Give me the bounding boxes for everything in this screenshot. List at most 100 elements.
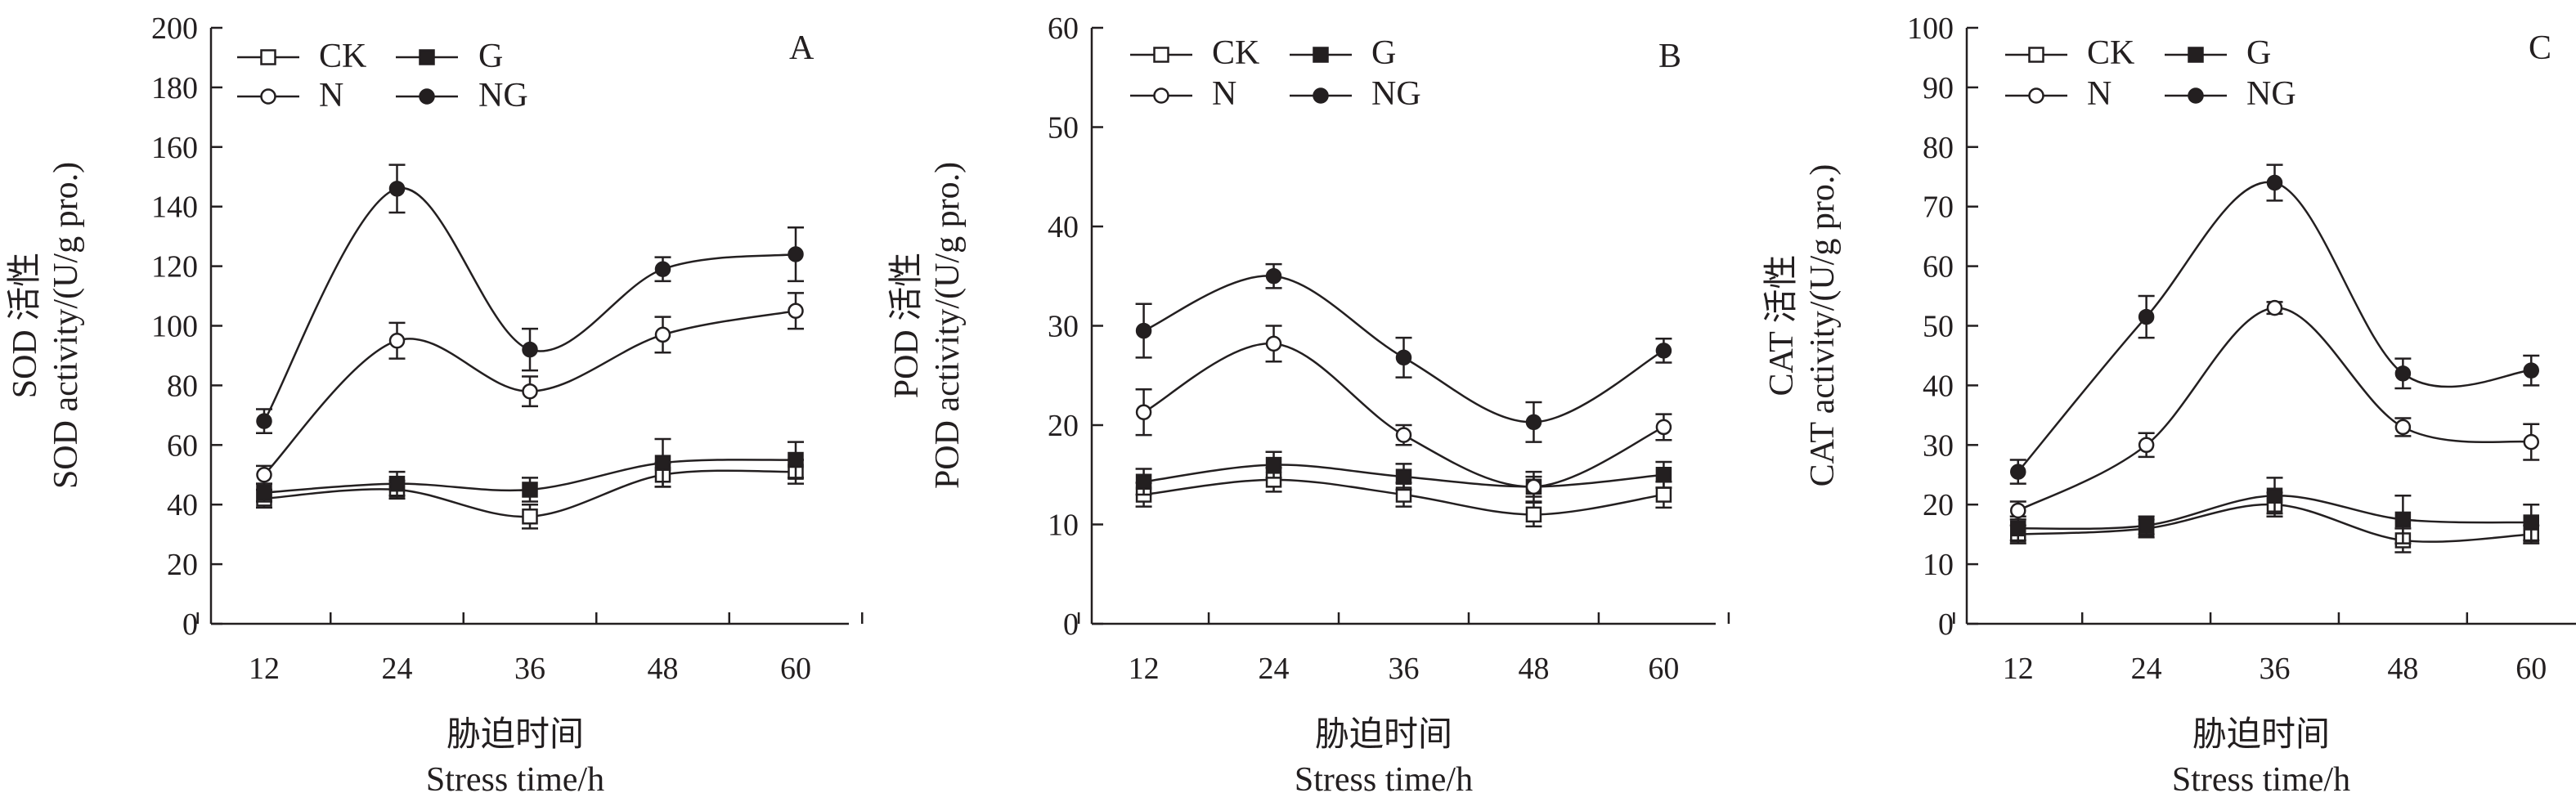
data-point-g	[1395, 463, 1412, 491]
panel-a-axes: 0 20 40 60 80 100 120 140 160 180 200 12 24 36 48 60	[151, 11, 864, 686]
panel-c-cat: 0 10 20 30 40 50 60 70 80 90 100 12 24 36 48 60 CK G N …	[1763, 11, 2576, 799]
y-tick-label: 30	[1048, 310, 1079, 344]
y-tick-label: 0	[1938, 607, 1954, 642]
marker-g	[1265, 456, 1282, 473]
legend-sample-g	[2165, 47, 2227, 63]
data-point-n	[2009, 500, 2026, 521]
marker-ng	[654, 261, 671, 277]
panel-b-legend: CK G N NG	[1130, 34, 1421, 113]
marker-n	[1135, 404, 1152, 420]
marker-g	[388, 475, 406, 492]
data-point-ng	[1525, 401, 1542, 443]
panel-c-x-title-zh: 胁迫时间	[2192, 716, 2330, 754]
x-tick-label: 36	[2260, 652, 2291, 686]
x-tick-label: 12	[249, 652, 280, 686]
panel-b-x-title-en: Stress time/h	[1295, 761, 1473, 799]
data-point-ng	[388, 164, 406, 214]
x-tick-label: 36	[1389, 652, 1420, 686]
y-tick-label: 200	[151, 11, 198, 46]
legend-marker-ck	[1153, 47, 1169, 63]
legend-marker-ng	[1313, 87, 1329, 104]
marker-ck	[1525, 506, 1542, 523]
marker-ck	[522, 509, 538, 525]
panel-c-letter: C	[2529, 29, 2551, 67]
y-tick-label: 40	[167, 488, 198, 522]
marker-ng	[2523, 362, 2539, 379]
data-point-ng	[788, 226, 804, 283]
x-tick-label: 48	[648, 652, 679, 686]
data-point-n	[788, 292, 804, 330]
marker-ck	[1655, 486, 1672, 503]
y-tick-label: 0	[1063, 607, 1079, 642]
data-point-ng	[654, 256, 671, 283]
data-point-g	[388, 470, 406, 497]
data-point-ck	[1265, 466, 1282, 493]
data-point-ng	[1655, 338, 1672, 364]
marker-ng	[1655, 343, 1672, 359]
marker-n	[1395, 427, 1412, 443]
marker-g	[1655, 467, 1672, 483]
data-point-g	[1135, 468, 1152, 496]
y-tick-label: 20	[1923, 488, 1954, 522]
panel-a-sod: 0 20 40 60 80 100 120 140 160 180 200 12 24 36 48 60 CK…	[7, 11, 864, 799]
legend-label-n: N	[319, 77, 343, 114]
data-point-ng	[2138, 294, 2155, 339]
panel-a-marks	[256, 164, 804, 530]
legend-marker-g	[419, 49, 435, 65]
marker-ng	[1525, 414, 1542, 431]
y-tick-label: 30	[1923, 428, 1954, 463]
data-point-g	[256, 482, 272, 503]
marker-n	[2138, 437, 2155, 454]
panel-c-axes: 0 10 20 30 40 50 60 70 80 90 100 12 24 36 48 60	[1907, 11, 2576, 686]
data-point-ng	[256, 408, 272, 434]
marker-n	[1265, 335, 1282, 352]
panel-a-x-title-en: Stress time/h	[426, 761, 604, 799]
panel-c-x-title-en: Stress time/h	[2172, 761, 2350, 799]
y-tick-label: 0	[182, 607, 198, 642]
legend-marker-n	[2028, 87, 2044, 104]
legend-label-ck: CK	[319, 38, 366, 75]
legend-sample-ng	[1290, 87, 1352, 104]
panel-a-legend: CK G N NG	[237, 38, 528, 114]
panel-b-y-title-zh: POD 活性	[888, 253, 926, 399]
legend-label-n: N	[2087, 75, 2112, 113]
panel-b-letter: B	[1658, 38, 1681, 75]
data-point-g	[654, 437, 671, 488]
y-tick-label: 70	[1923, 190, 1954, 225]
y-tick-label: 50	[1048, 111, 1079, 146]
y-tick-label: 120	[151, 250, 198, 285]
x-tick-label: 12	[1129, 652, 1160, 686]
marker-g	[2523, 514, 2539, 531]
y-tick-label: 100	[1907, 11, 1954, 46]
marker-n	[2523, 433, 2539, 450]
marker-g	[788, 451, 804, 468]
x-tick-label: 24	[1259, 652, 1290, 686]
legend-label-g: G	[2246, 34, 2271, 72]
x-tick-label: 24	[382, 652, 413, 686]
data-point-g	[2394, 495, 2412, 544]
legend-label-ck: CK	[1212, 34, 1259, 72]
data-point-g	[522, 477, 538, 503]
marker-ng	[1265, 268, 1282, 285]
legend-label-ck: CK	[2087, 34, 2134, 72]
marker-ng	[2266, 174, 2283, 191]
panel-c-marks	[2009, 164, 2540, 553]
legend-marker-ck	[260, 49, 276, 65]
y-tick-label: 160	[151, 131, 198, 165]
y-tick-label: 50	[1923, 310, 1954, 344]
legend-marker-ng	[419, 88, 435, 105]
legend-marker-g	[2188, 47, 2204, 63]
panel-c-y-title-zh: CAT 活性	[1763, 254, 1801, 396]
y-tick-label: 10	[1923, 548, 1954, 582]
marker-g	[1135, 473, 1152, 491]
marker-n	[1655, 419, 1672, 436]
panel-c-y-title-en: CAT activity/(U/g pro.)	[1804, 164, 1842, 487]
y-tick-label: 180	[151, 71, 198, 105]
marker-g	[522, 482, 538, 498]
marker-n	[522, 383, 538, 400]
data-point-n	[1655, 413, 1672, 441]
legend-sample-ng	[2165, 87, 2227, 104]
legend-label-g: G	[478, 38, 503, 75]
data-point-ng	[1265, 262, 1282, 289]
data-point-n	[2523, 423, 2540, 461]
